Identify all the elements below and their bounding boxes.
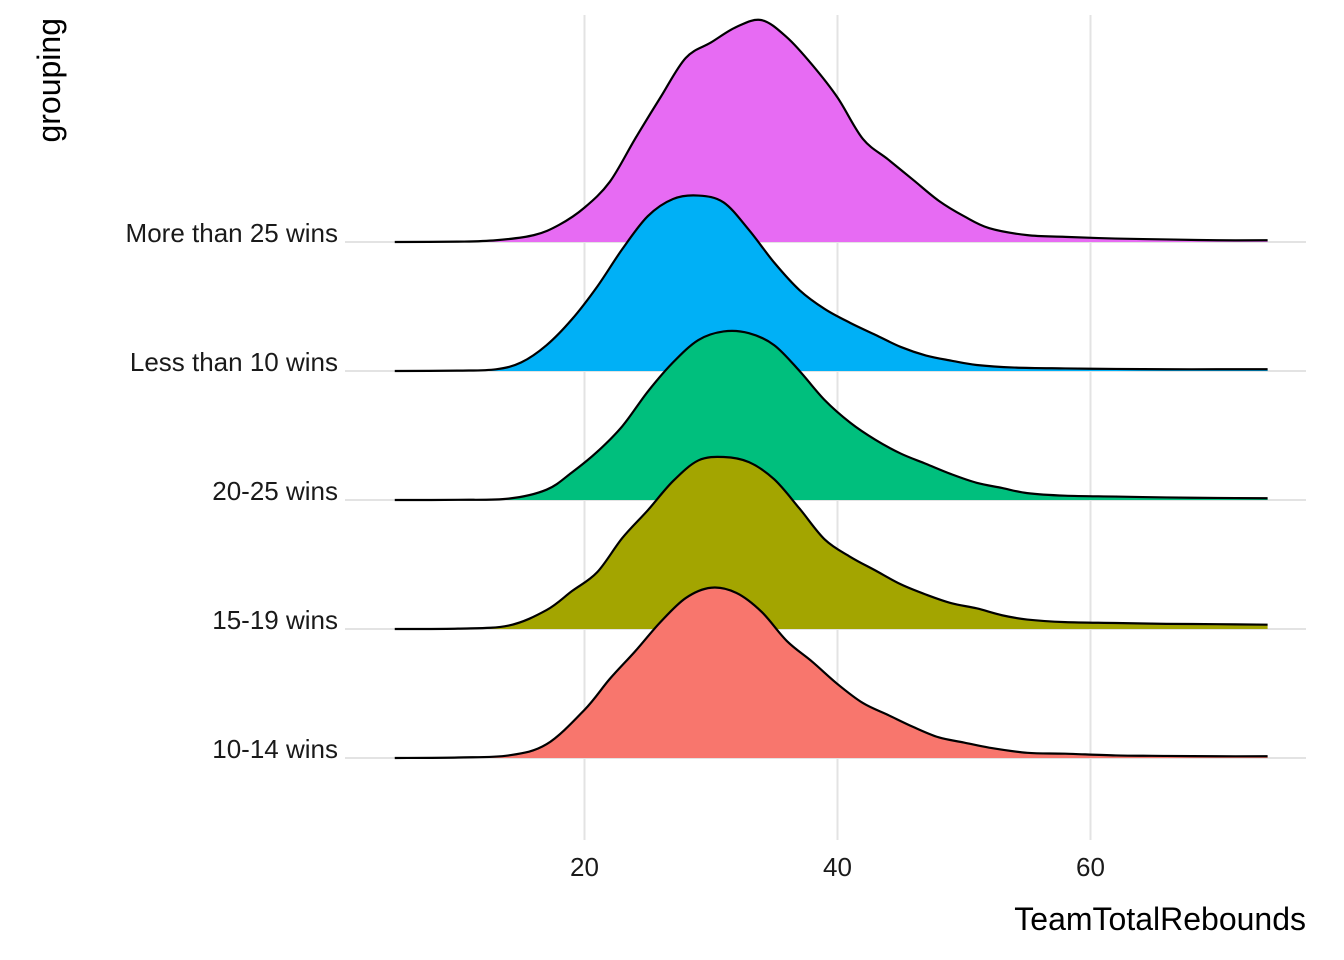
x-axis-title: TeamTotalRebounds <box>1014 901 1306 937</box>
x-tick-label: 60 <box>1076 852 1105 882</box>
y-tick-label: 20-25 wins <box>212 476 338 506</box>
ridge-fill-15-19-wins <box>394 456 1268 630</box>
ridge-line-more-than-25-wins <box>394 18 1268 244</box>
x-tick-labels: 20 40 60 <box>570 852 1105 882</box>
x-tick-label: 40 <box>823 852 852 882</box>
y-tick-label: 10-14 wins <box>212 734 338 764</box>
ridge-line-20-25-wins <box>394 329 1268 502</box>
ridge-line-15-19-wins <box>394 455 1268 631</box>
ridge-fill-less-than-10-wins <box>394 195 1268 371</box>
ridge-series <box>394 18 1268 760</box>
ridge-fill-20-25-wins <box>394 330 1268 500</box>
ridge-fill-10-14-wins <box>394 587 1268 758</box>
y-tick-labels: 10-14 wins 15-19 wins 20-25 wins Less than … <box>126 218 338 764</box>
ridge-line-10-14-wins <box>394 586 1268 760</box>
x-tick-label: 20 <box>570 852 599 882</box>
ridge-line-less-than-10-wins <box>394 194 1268 373</box>
y-axis-title: grouping <box>31 18 67 143</box>
ridge-fill-more-than-25-wins <box>394 19 1268 242</box>
y-tick-label: More than 25 wins <box>126 218 338 248</box>
y-tick-label: Less than 10 wins <box>130 347 338 377</box>
y-tick-label: 15-19 wins <box>212 605 338 635</box>
